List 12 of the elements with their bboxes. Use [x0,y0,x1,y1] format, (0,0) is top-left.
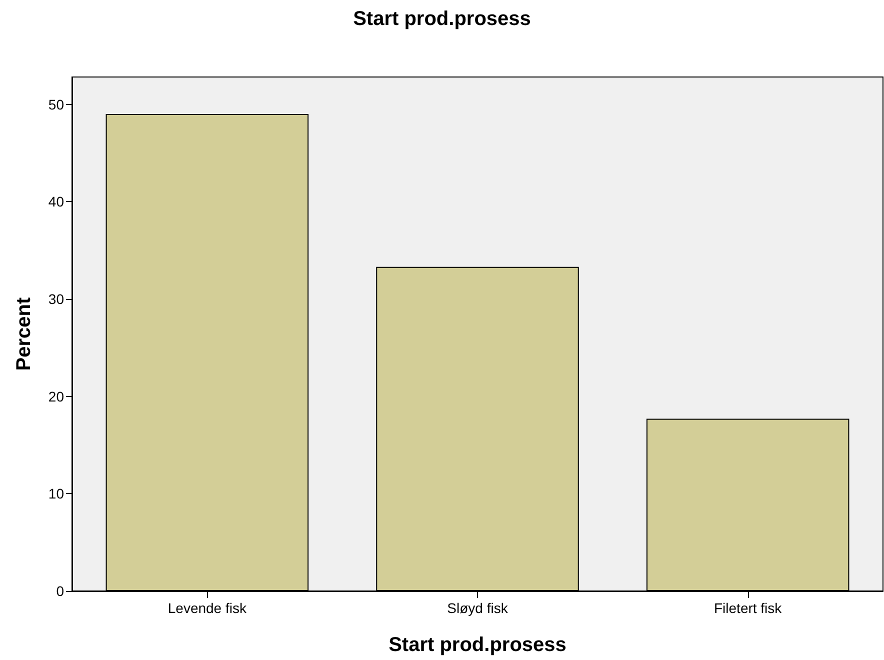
y-tick-label: 40 [48,194,64,210]
x-tick-label: Sløyd fisk [447,600,509,616]
x-axis-title: Start prod.prosess [388,634,566,656]
chart-title: Start prod.prosess [353,8,531,30]
x-tick-label: Filetert fisk [714,600,783,616]
y-axis-title: Percent [13,296,35,371]
y-tick-label: 10 [48,486,64,502]
x-tick-label: Levende fisk [168,600,248,616]
y-tick-label: 20 [48,388,64,404]
y-tick-label: 30 [48,290,64,307]
y-tick-label: 50 [48,96,64,112]
y-tick-label: 0 [56,583,64,599]
